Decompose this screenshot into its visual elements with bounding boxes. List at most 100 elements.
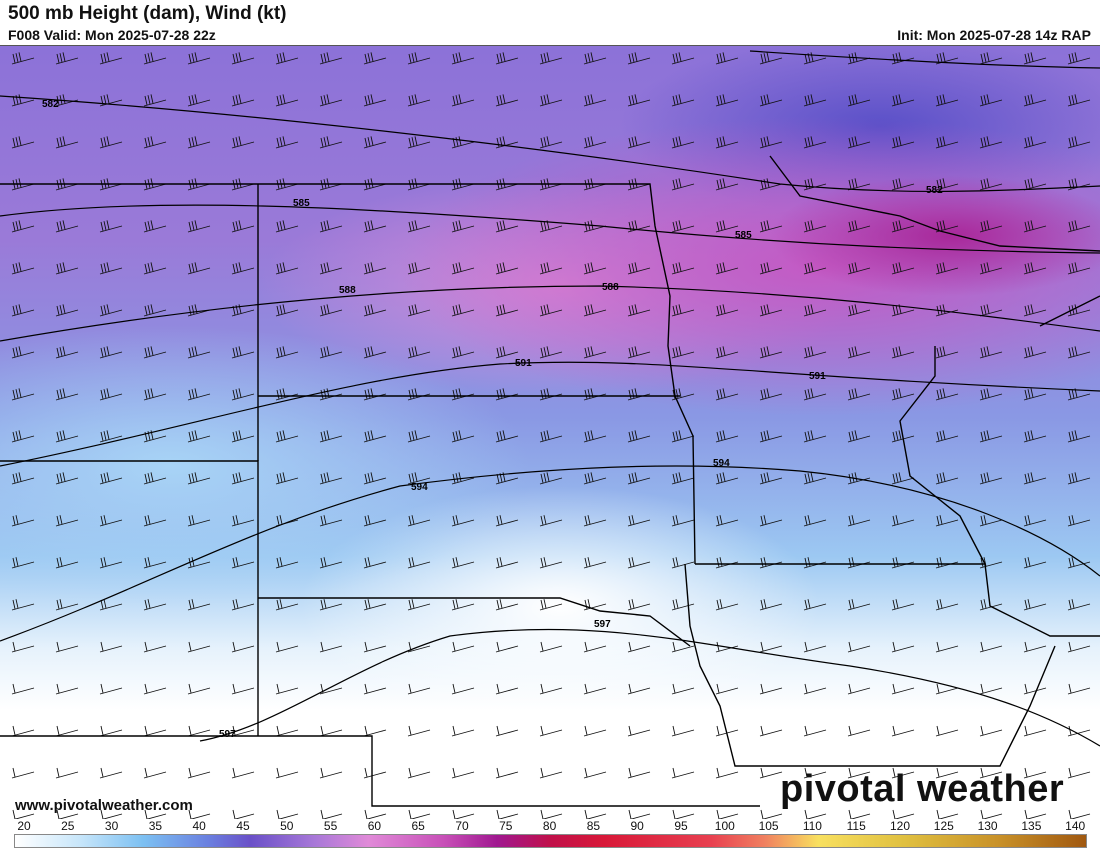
wind-barb [803,178,827,191]
wind-barb [231,557,255,569]
wind-barb [451,557,475,569]
wind-barb [495,683,519,695]
wind-barb [1023,683,1047,695]
wind-barb [143,683,167,695]
wind-barb [407,767,431,779]
wind-barb [319,304,343,317]
wind-barb [231,220,255,233]
contour-label: 588 [602,282,619,293]
wind-barb [451,641,475,653]
wind-barb [847,220,871,233]
colorbar-tick: 30 [104,819,119,833]
wind-barb [495,767,519,779]
wind-barb [275,136,299,149]
wind-barb [583,52,607,65]
wind-barb [320,809,343,819]
wind-barb [847,304,871,317]
wind-barb [935,515,959,527]
wind-barb [495,304,519,317]
wind-barb [275,472,299,485]
wind-barb [759,94,783,107]
wind-barb [231,388,255,401]
wind-barb [539,430,563,443]
wind-barb [275,641,299,653]
wind-barb [143,136,167,149]
wind-barb [187,641,211,653]
wind-barb [187,725,211,737]
state-border [695,563,1100,637]
wind-barbs [11,52,1091,819]
wind-barb [55,136,79,149]
wind-barb [627,304,651,317]
wind-barb [99,599,123,611]
wind-barb [891,220,915,233]
wind-barb [496,809,519,819]
wind-barb [539,52,563,65]
wind-barb [847,52,871,65]
wind-barb [584,809,607,819]
colorbar-tick: 130 [977,819,998,833]
wind-barb [715,136,739,149]
wind-barb [583,430,607,443]
wind-barb [407,515,431,527]
wind-barb [143,430,167,443]
wind-barb [275,388,299,401]
wind-barb [715,767,739,779]
wind-barb [847,178,871,191]
wind-barb [803,599,827,611]
wind-barb [363,304,387,317]
wind-barb [715,304,739,317]
wind-barb [1023,515,1047,527]
wind-barb [935,136,959,149]
wind-barb [231,262,255,275]
wind-barb [627,136,651,149]
wind-barb [715,94,739,107]
wind-barb [1023,136,1047,149]
wind-barb [364,809,387,819]
wind-barb [55,430,79,443]
wind-barb [979,388,1003,401]
wind-barb [891,52,915,65]
wind-barb [583,388,607,401]
wind-barb [979,472,1003,485]
wind-barb [495,262,519,275]
wind-barb [759,220,783,233]
contour-label: 582 [42,99,59,110]
colorbar-tick: 80 [542,819,557,833]
wind-barb [759,262,783,275]
contour-label: 594 [411,482,428,493]
wind-barb [451,52,475,65]
wind-barb [892,809,915,819]
wind-barb [495,599,519,611]
wind-barb [55,557,79,569]
wind-barb [55,52,79,65]
wind-barb [319,136,343,149]
colorbar-tick: 75 [499,819,513,833]
wind-barb [715,557,739,569]
wind-barb [583,557,607,569]
wind-barb [275,599,299,611]
wind-barb [1023,178,1047,191]
wind-barb [275,262,299,275]
wind-barb [99,557,123,569]
wind-barb [407,52,431,65]
wind-barb [407,472,431,485]
wind-barb [803,430,827,443]
wind-barb [671,52,695,65]
contour-label: 582 [926,185,943,196]
wind-barb [495,52,519,65]
wind-barb [231,683,255,695]
wind-barb [803,515,827,527]
wind-barb [628,809,651,819]
wind-barb [671,430,695,443]
wind-barb [143,52,167,65]
wind-barb [847,725,871,737]
wind-barb [451,220,475,233]
wind-barb [847,346,871,359]
wind-barb [231,472,255,485]
wind-barb [935,388,959,401]
wind-barb [1067,557,1091,569]
wind-barb [55,767,79,779]
colorbar-tick: 115 [846,819,866,833]
wind-barb [759,136,783,149]
